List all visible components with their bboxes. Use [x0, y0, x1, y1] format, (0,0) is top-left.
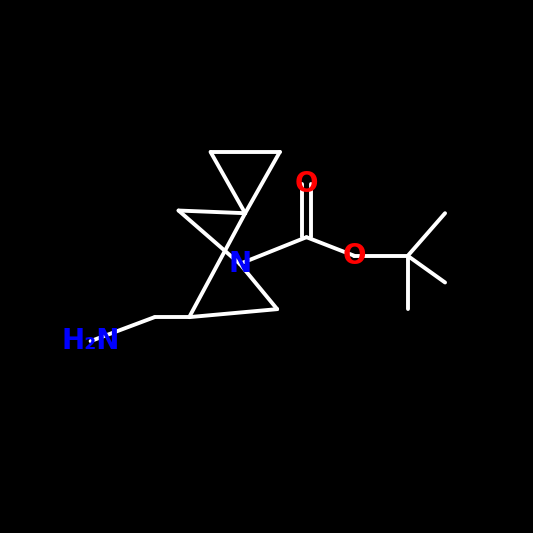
Text: H₂N: H₂N	[61, 327, 120, 355]
Text: N: N	[228, 250, 252, 278]
Text: O: O	[343, 242, 366, 270]
Text: O: O	[295, 170, 318, 198]
